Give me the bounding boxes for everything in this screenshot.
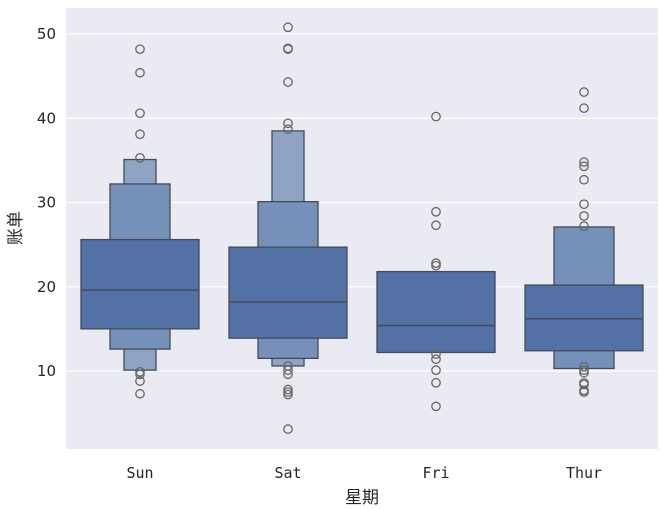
boxen-sat xyxy=(228,130,348,367)
boxen-thur xyxy=(524,226,644,370)
box-level-0 xyxy=(80,238,200,330)
y-tick-label: 50 xyxy=(37,25,56,43)
x-tick-label: Sun xyxy=(126,464,153,482)
outlier-point xyxy=(283,389,293,400)
outlier-point xyxy=(135,67,145,78)
outlier-point xyxy=(283,22,293,33)
outlier-point xyxy=(431,220,441,231)
outlier-point xyxy=(431,260,441,271)
outlier-point xyxy=(283,365,293,376)
boxen-fri xyxy=(376,270,496,354)
outlier-point xyxy=(431,354,441,365)
outlier-point xyxy=(135,376,145,386)
outlier-points xyxy=(135,22,589,434)
outlier-point xyxy=(283,424,293,434)
outlier-point xyxy=(579,161,589,172)
outlier-point xyxy=(431,365,441,376)
outlier-point xyxy=(283,387,293,397)
outlier-point xyxy=(283,44,293,55)
outlier-point xyxy=(135,388,145,399)
box-level-0 xyxy=(228,246,348,339)
y-axis-title: 账单 xyxy=(6,211,26,245)
outlier-point xyxy=(135,366,145,377)
outlier-point xyxy=(431,258,441,269)
x-tick-label: Sat xyxy=(274,464,301,482)
outlier-point xyxy=(579,387,589,397)
y-tick-label: 20 xyxy=(37,278,56,296)
outlier-point xyxy=(135,369,145,380)
outlier-point xyxy=(579,211,589,221)
outlier-point xyxy=(431,111,441,122)
x-axis-title: 星期 xyxy=(345,488,379,508)
y-axis-ticks: 10 20 30 40 50 xyxy=(37,25,56,380)
boxen-sun xyxy=(80,158,200,371)
outlier-point xyxy=(283,124,293,135)
outlier-point xyxy=(135,44,145,55)
outlier-point xyxy=(579,367,589,378)
outlier-point xyxy=(431,377,441,388)
outlier-point xyxy=(283,118,293,129)
outlier-point xyxy=(283,384,293,395)
y-tick-label: 10 xyxy=(37,362,56,380)
outlier-point xyxy=(579,221,589,231)
outlier-point xyxy=(431,349,441,359)
outlier-point xyxy=(579,103,589,113)
y-tick-label: 40 xyxy=(37,109,56,127)
outlier-point xyxy=(579,365,589,376)
outlier-point xyxy=(135,108,145,119)
box-level-0 xyxy=(524,284,644,352)
outlier-point xyxy=(283,77,293,87)
outlier-point xyxy=(135,152,145,163)
x-axis-ticks: Sun Sat Fri Thur xyxy=(126,464,602,482)
outlier-point xyxy=(135,129,145,140)
outlier-point xyxy=(431,206,441,217)
outlier-point xyxy=(579,361,589,372)
outlier-point xyxy=(283,369,293,380)
outlier-point xyxy=(579,157,589,167)
outlier-point xyxy=(431,401,441,412)
outlier-point xyxy=(579,174,589,185)
x-tick-label: Thur xyxy=(566,464,602,482)
x-tick-label: Fri xyxy=(422,464,449,482)
boxen-series xyxy=(80,130,644,371)
box-level-0 xyxy=(376,270,496,354)
outlier-point xyxy=(579,87,589,97)
outlier-point xyxy=(579,199,589,210)
y-tick-label: 30 xyxy=(37,194,56,212)
outlier-point xyxy=(579,379,589,390)
